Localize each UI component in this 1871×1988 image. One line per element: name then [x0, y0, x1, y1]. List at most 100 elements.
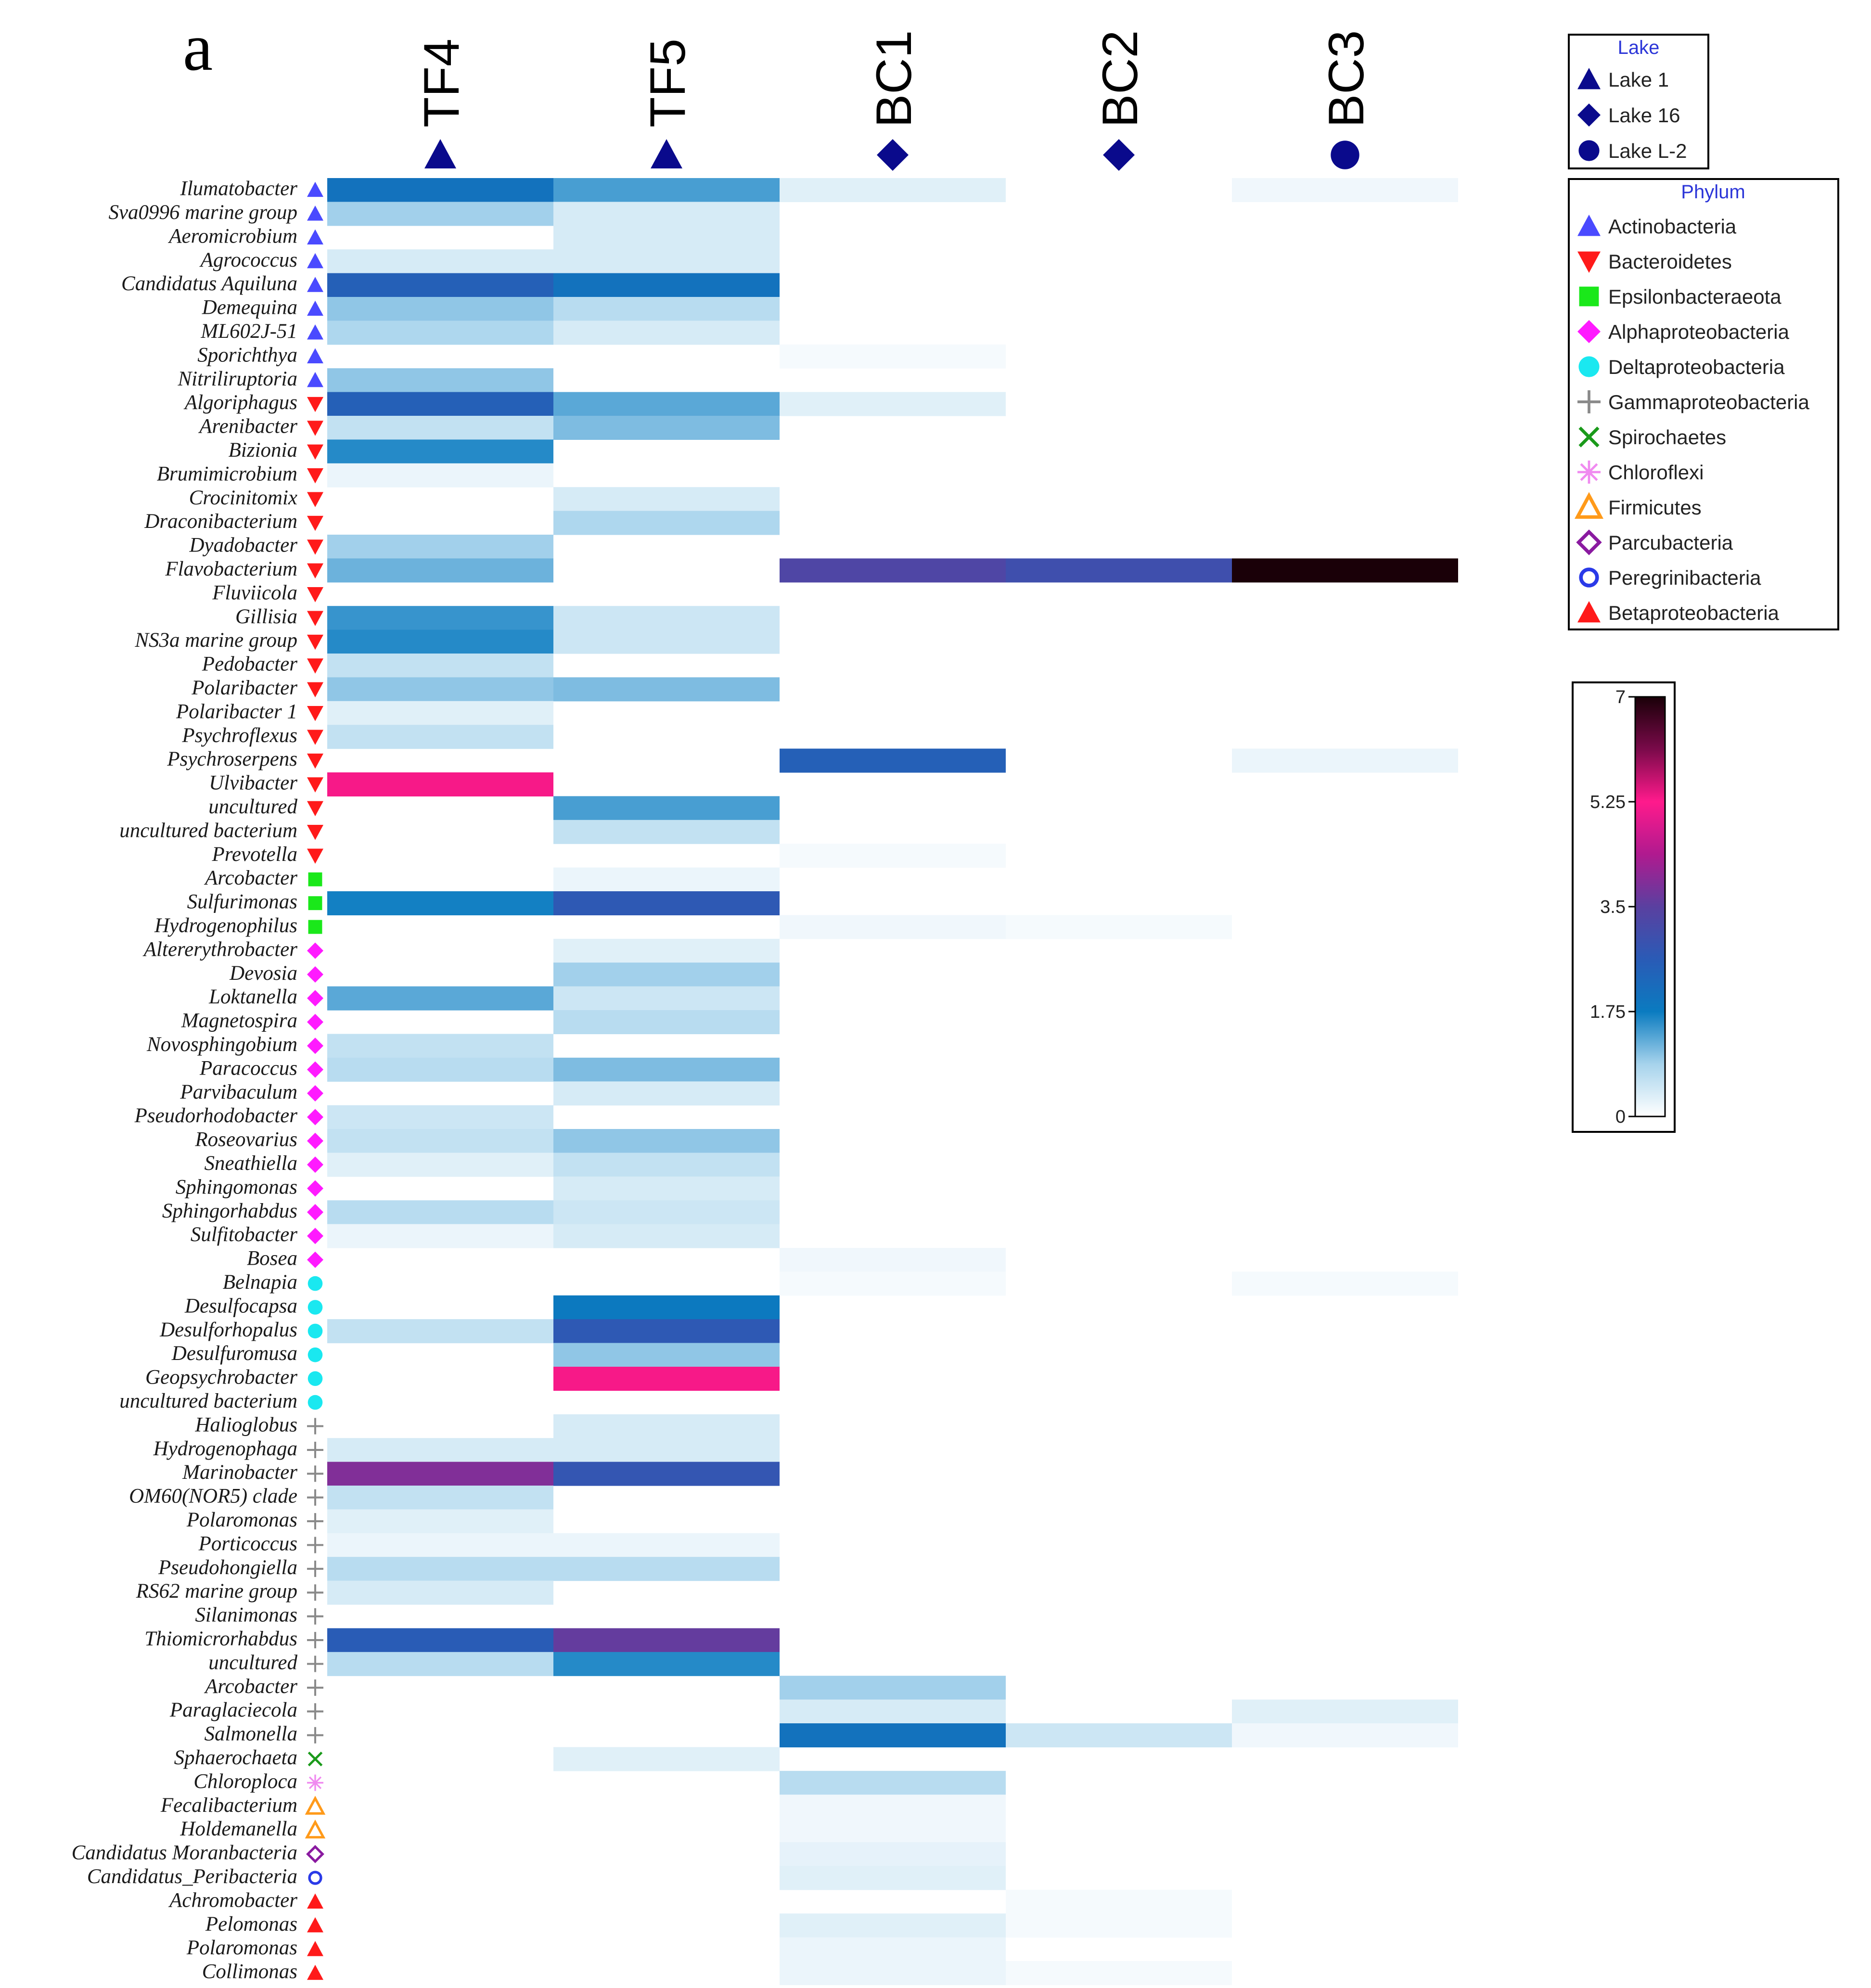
heatmap-cell: [1006, 1889, 1232, 1914]
heatmap-cell: [327, 297, 553, 321]
row-label: uncultured: [208, 795, 297, 818]
heatmap-cell: [327, 202, 553, 226]
row-label: Paracoccus: [199, 1057, 297, 1079]
row-label: Roseovarius: [194, 1129, 297, 1151]
phylum-marker-icon: [307, 1013, 323, 1030]
phylum-marker-icon: [307, 942, 323, 959]
phylum-marker-icon: [307, 205, 323, 221]
row-label: Collimonas: [202, 1961, 297, 1983]
phylum-legend-label: Actinobacteria: [1608, 215, 1737, 238]
phylum-marker-icon: [307, 1917, 323, 1933]
phylum-legend-box: [1568, 178, 1839, 630]
lake-legend-label: Lake L-2: [1608, 140, 1687, 162]
phylum-marker-icon: [307, 1964, 323, 1980]
phylum-legend-label: Firmicutes: [1608, 496, 1702, 519]
phylum-marker-icon: [307, 801, 323, 817]
heatmap-cell: [327, 1224, 553, 1248]
row-label: Devosia: [229, 962, 297, 985]
heatmap-cell: [553, 1438, 780, 1462]
phylum-marker-icon: [307, 658, 323, 674]
heatmap-cell: [780, 1271, 1006, 1296]
heatmap-cell: [780, 844, 1006, 868]
phylum-marker-icon: [307, 990, 323, 1007]
phylum-marker-icon: [307, 1537, 323, 1553]
phylum-legend-icon: [1577, 390, 1601, 413]
phylum-marker-icon: [307, 777, 323, 793]
heatmap-cell: [553, 1319, 780, 1344]
row-label: Loktanella: [208, 986, 297, 1008]
phylum-legend-icon: [1579, 567, 1599, 588]
row-label: Polaribacter 1: [176, 700, 297, 723]
heatmap-cell: [553, 178, 780, 202]
phylum-marker-icon: [307, 1632, 323, 1649]
heatmap-cell: [327, 725, 553, 749]
phylum-marker-icon: [305, 1796, 326, 1815]
heatmap-cell: [327, 1319, 553, 1344]
phylum-marker-icon: [307, 1584, 323, 1601]
phylum-marker-icon: [307, 1085, 323, 1102]
heatmap-cell: [780, 1937, 1006, 1962]
column-label: BC2: [1092, 30, 1148, 128]
phylum-marker-icon: [308, 1300, 323, 1315]
column-headers: TF4 TF5 BC1 BC2 BC3: [414, 30, 1374, 171]
phylum-marker-icon: [307, 253, 323, 269]
row-label: Psychroflexus: [181, 724, 297, 747]
heatmap-cell: [553, 1462, 780, 1486]
heatmap-cell: [553, 1200, 780, 1225]
row-label: Magnetospira: [181, 1010, 297, 1032]
heatmap-cell: [1232, 178, 1458, 202]
heatmap-cell: [553, 1153, 780, 1177]
phylum-marker-icon: [307, 1109, 323, 1126]
heatmap-cell: [553, 392, 780, 416]
phylum-legend-icon: [1578, 356, 1600, 377]
phylum-legend-icon: [1577, 461, 1601, 484]
phylum-marker-icon: [308, 1371, 323, 1386]
row-label: Pseudohongiella: [158, 1556, 297, 1579]
heatmap-cell: [327, 1628, 553, 1653]
phylum-marker-icon: [307, 492, 323, 507]
heatmap-cell: [327, 1438, 553, 1462]
phylum-marker-icon: [307, 397, 323, 412]
row-label: Desulfuromusa: [171, 1342, 297, 1365]
row-label: Altererythrobacter: [142, 938, 297, 961]
phylum-marker-icon: [307, 324, 323, 340]
heatmap-cell: [327, 321, 553, 345]
phylum-marker-icon: [307, 229, 323, 244]
heatmap-cell: [327, 677, 553, 702]
lake-marker-icon: [424, 139, 456, 169]
heatmap-cell: [553, 1628, 780, 1653]
row-label: OM60(NOR5) clade: [129, 1485, 297, 1508]
heatmap-cell: [327, 392, 553, 416]
phylum-marker-icon: [307, 1061, 323, 1078]
row-label: Sphaerochaeta: [174, 1746, 297, 1769]
phylum-marker-icon: [307, 1204, 323, 1220]
heatmap-cell: [553, 1414, 780, 1438]
phylum-marker-icon: [307, 181, 323, 197]
phylum-marker-icon: [307, 1727, 323, 1744]
phylum-marker-icon: [307, 587, 323, 603]
row-label: Sulfurimonas: [187, 891, 297, 913]
row-label: Pelomonas: [205, 1913, 297, 1936]
heatmap-cell: [553, 606, 780, 630]
heatmap-cell: [553, 986, 780, 1011]
phylum-marker-icon: [307, 1441, 323, 1458]
row-label: Bosea: [247, 1247, 297, 1270]
heatmap-cell: [780, 1842, 1006, 1866]
phylum-marker-icon: [307, 1038, 323, 1054]
phylum-legend-label: Betaproteobacteria: [1608, 602, 1780, 624]
row-label: Pseudorhodobacter: [134, 1104, 298, 1127]
lake-marker-icon: [1331, 141, 1359, 169]
phylum-marker-icon: [307, 515, 323, 531]
heatmap-cell: [780, 178, 1006, 202]
row-label: Aeromicrobium: [167, 225, 297, 247]
colorbar-tick-label: 1.75: [1590, 1002, 1626, 1022]
heatmap-cell: [553, 867, 780, 892]
heatmap-cell: [327, 772, 553, 796]
row-label: Novosphingobium: [146, 1033, 297, 1056]
phylum-legend-label: Chloroflexi: [1608, 461, 1704, 484]
heatmap-cell: [553, 1081, 780, 1106]
row-label: Flavobacterium: [165, 558, 297, 580]
heatmap-cell: [553, 1224, 780, 1248]
row-label: Candidatus_Peribacteria: [87, 1865, 297, 1888]
heatmap-cell: [1232, 1723, 1458, 1747]
